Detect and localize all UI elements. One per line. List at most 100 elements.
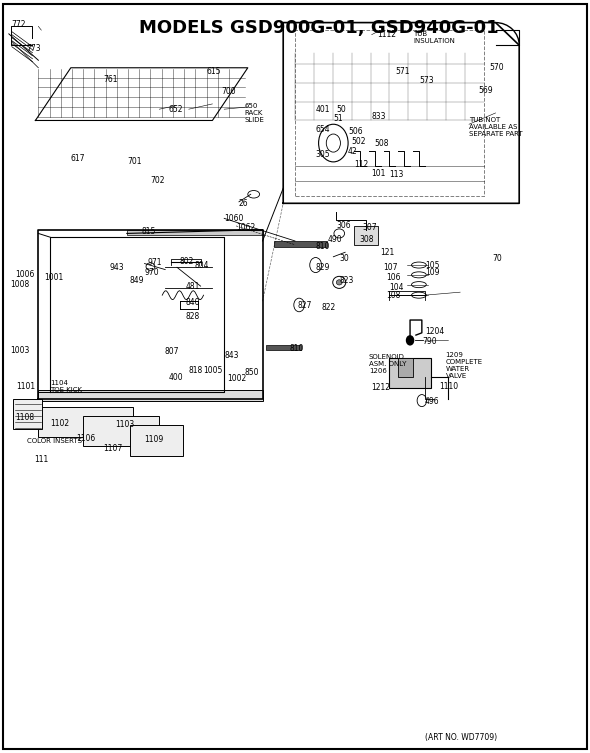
Text: 829: 829 [316,263,330,272]
Text: 1003: 1003 [11,346,30,355]
Bar [266,345,301,350]
Text: 30: 30 [339,254,349,263]
Text: 1110: 1110 [440,382,458,391]
Text: 828: 828 [186,312,200,321]
Text: 943: 943 [109,263,124,272]
Text: 107: 107 [384,263,398,272]
Text: 790: 790 [422,337,437,346]
Text: 305: 305 [316,150,330,159]
Text: 106: 106 [386,273,401,282]
Text: 569: 569 [478,86,493,95]
Text: 112: 112 [354,160,368,169]
Text: 490: 490 [327,235,342,244]
Bar [389,358,431,388]
Ellipse shape [336,280,342,285]
Text: 1101: 1101 [17,382,35,391]
Text: 1204: 1204 [425,327,444,336]
Text: 823: 823 [339,276,353,285]
Text: 101: 101 [372,169,386,178]
Bar [354,226,378,245]
Circle shape [407,336,414,345]
Text: 807: 807 [164,347,179,356]
Text: 502: 502 [351,137,366,146]
Text: 1109: 1109 [145,435,164,444]
Text: 1001: 1001 [44,273,64,282]
Text: 761: 761 [103,75,118,84]
Text: 804: 804 [195,261,209,270]
Text: 818: 818 [189,366,203,375]
Text: 105: 105 [425,261,440,270]
Text: 1002: 1002 [227,373,247,383]
Text: 51: 51 [333,114,343,123]
Text: 121: 121 [381,248,395,257]
Bar [130,425,183,456]
Text: 113: 113 [389,170,404,179]
Text: 1062: 1062 [236,223,255,232]
Text: 42: 42 [348,147,358,156]
Text: 104: 104 [389,283,404,292]
Text: 571: 571 [395,67,410,76]
Text: 652: 652 [168,105,183,114]
Text: 109: 109 [425,268,440,277]
Text: 496: 496 [425,397,440,406]
Text: 772: 772 [12,20,27,29]
Text: 1112: 1112 [378,30,396,39]
Text: 773: 773 [27,44,41,53]
Text: 702: 702 [150,176,165,185]
Text: 1060: 1060 [224,214,244,223]
Text: 970: 970 [145,268,159,277]
Text: 1104
TOE KICK: 1104 TOE KICK [50,380,82,393]
Text: 850: 850 [245,368,260,377]
Bar [127,230,263,235]
Text: 802: 802 [180,257,194,266]
Text: SOLENOID
ASM. ONLY
1206: SOLENOID ASM. ONLY 1206 [369,355,407,374]
Bar [38,390,263,401]
Bar [83,416,159,446]
Text: 1106: 1106 [77,434,96,443]
Text: 849: 849 [130,276,145,285]
Text: 822: 822 [322,303,336,312]
Text: 1212: 1212 [372,383,391,392]
Text: 1103: 1103 [115,420,135,429]
Text: 481: 481 [186,282,200,291]
Text: 307: 307 [363,223,378,232]
Text: MODELS GSD900G-01, GSD940G-01: MODELS GSD900G-01, GSD940G-01 [139,19,499,37]
Text: 306: 306 [336,221,351,230]
Text: 810: 810 [289,344,303,353]
Text: 1108: 1108 [15,413,34,422]
Text: 615: 615 [206,67,221,76]
Text: 700: 700 [221,87,236,96]
Text: TUB
INSULATION: TUB INSULATION [413,31,455,44]
Text: 650
RACK
SLIDE: 650 RACK SLIDE [245,103,265,123]
Text: 617: 617 [71,154,86,163]
Text: 840: 840 [186,298,201,307]
Text: 26: 26 [239,199,248,208]
Text: 815: 815 [142,227,156,236]
Text: 701: 701 [127,157,142,166]
Text: 971: 971 [148,258,162,267]
Text: 108: 108 [386,291,401,300]
Bar [38,407,133,437]
Text: 508: 508 [375,139,389,148]
Text: 1006: 1006 [15,270,34,279]
Text: 70: 70 [493,254,503,263]
Text: 506: 506 [348,127,363,136]
Bar [398,358,413,376]
Text: 833: 833 [372,112,386,121]
Text: 654: 654 [316,125,330,134]
Text: 401: 401 [316,105,330,114]
Bar [274,241,327,247]
Text: 573: 573 [419,76,434,85]
Text: 400: 400 [168,373,183,382]
Text: 308: 308 [360,235,375,244]
Text: 1102: 1102 [50,419,69,428]
Text: TUB NOT
AVAILABLE AS
SEPARATE PART: TUB NOT AVAILABLE AS SEPARATE PART [469,117,523,136]
Text: (ART NO. WD7709): (ART NO. WD7709) [425,733,497,742]
Text: 1005: 1005 [204,366,223,375]
Text: 570: 570 [490,63,504,72]
Text: 111: 111 [34,455,48,464]
Bar [13,399,42,429]
Text: 810: 810 [316,242,330,251]
Text: 1107: 1107 [103,444,123,453]
Text: COLOR INSERTS: COLOR INSERTS [27,437,81,444]
